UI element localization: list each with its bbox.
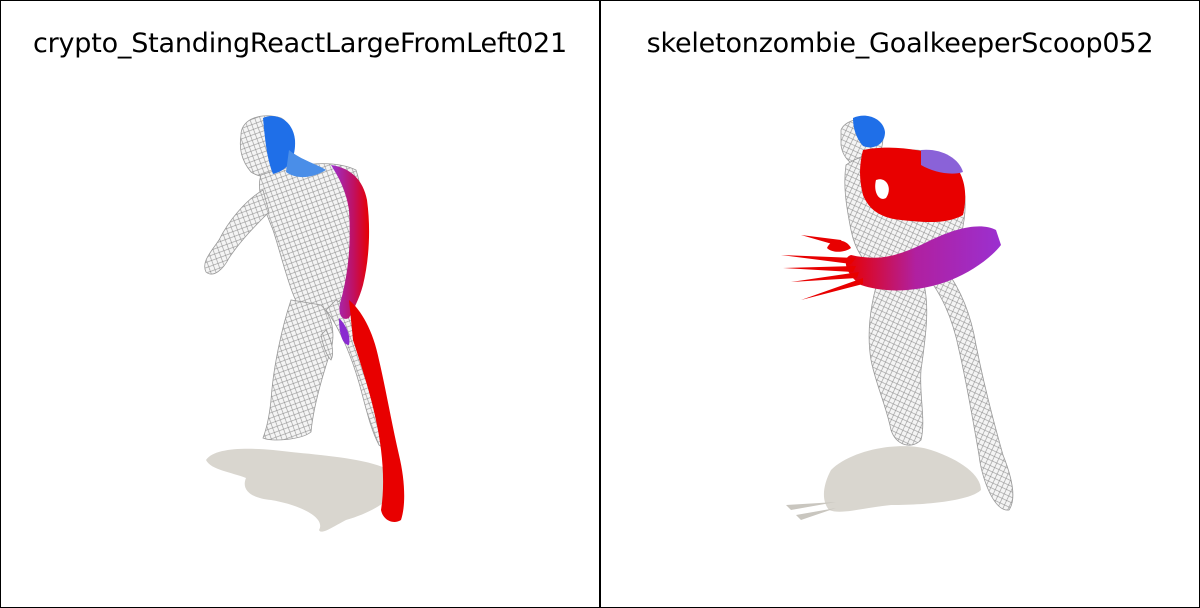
shadow-left <box>206 448 399 532</box>
panel-right: skeletonzombie_GoalkeeperScoop052 <box>601 0 1199 606</box>
character-render-right <box>781 115 1014 520</box>
shadow-right <box>786 446 981 520</box>
deformation-overlay-left <box>263 116 405 522</box>
panel-left: crypto_StandingReactLargeFromLeft021 <box>1 0 599 606</box>
panel-divider <box>599 0 601 608</box>
character-render-left <box>204 115 405 532</box>
deformation-overlay-right <box>781 115 1001 300</box>
panel-title-right: skeletonzombie_GoalkeeperScoop052 <box>646 28 1154 59</box>
panel-title-left: crypto_StandingReactLargeFromLeft021 <box>32 28 568 59</box>
